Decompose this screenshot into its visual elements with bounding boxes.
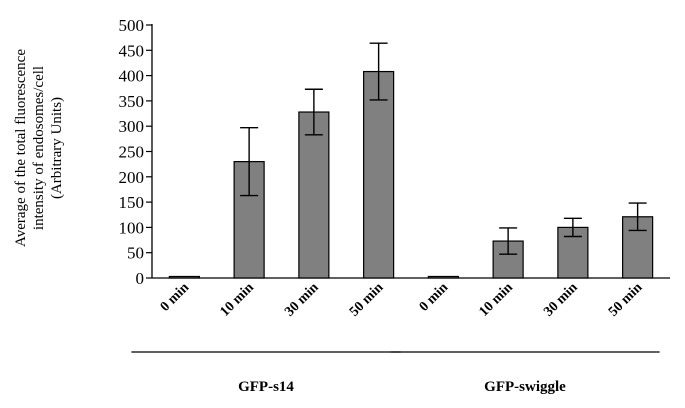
group-label: GFP-swiggle bbox=[484, 379, 566, 395]
bar bbox=[298, 111, 330, 279]
category-label: 10 min bbox=[476, 280, 516, 320]
y-axis-ticks: 0 50 100 150 200 250 300 350 400 450 500 bbox=[119, 16, 152, 288]
y-tick-label: 50 bbox=[127, 244, 144, 263]
y-tick-label: 150 bbox=[119, 193, 145, 212]
error-bars bbox=[240, 42, 647, 255]
group-label: GFP-s14 bbox=[238, 379, 294, 395]
error-bar bbox=[304, 88, 323, 136]
category-label: 30 min bbox=[282, 280, 322, 320]
y-axis-label-line: intensity of endosomes/cell bbox=[31, 66, 47, 230]
y-tick-label: 200 bbox=[119, 168, 145, 187]
y-tick-label: 300 bbox=[119, 117, 145, 136]
bar bbox=[427, 275, 459, 279]
error-bar bbox=[499, 227, 518, 255]
y-tick-label: 500 bbox=[119, 16, 145, 35]
bars bbox=[168, 70, 654, 279]
y-tick-label: 100 bbox=[119, 218, 145, 237]
category-label: 30 min bbox=[541, 280, 581, 320]
category-label: 10 min bbox=[217, 280, 257, 320]
category-labels: 0 min 10 min 30 min 50 min 0 min 10 min 30 min… bbox=[158, 280, 646, 320]
category-label: 50 min bbox=[606, 280, 646, 320]
bar bbox=[363, 70, 395, 279]
y-tick-label: 450 bbox=[119, 41, 145, 60]
y-axis-label-line: (Arbitrary Units) bbox=[49, 97, 65, 199]
category-label: 0 min bbox=[417, 280, 452, 315]
category-label: 50 min bbox=[347, 280, 387, 320]
error-bar bbox=[369, 42, 388, 101]
y-axis-label-line: Average of the total fluorescence bbox=[13, 49, 29, 247]
group-labels: GFP-s14 GFP-swiggle bbox=[131, 351, 660, 395]
y-tick-label: 400 bbox=[119, 67, 145, 86]
y-tick-label: 250 bbox=[119, 143, 145, 162]
error-bar bbox=[240, 127, 259, 197]
y-axis-label: Average of the total fluorescence intensi… bbox=[13, 49, 65, 247]
error-bar bbox=[628, 202, 647, 232]
y-tick-label: 350 bbox=[119, 92, 145, 111]
axes bbox=[151, 24, 670, 279]
y-tick-label: 0 bbox=[136, 269, 145, 288]
category-label: 0 min bbox=[158, 280, 193, 315]
error-bar bbox=[563, 217, 582, 238]
bar bbox=[233, 161, 265, 279]
bar bbox=[168, 275, 200, 279]
